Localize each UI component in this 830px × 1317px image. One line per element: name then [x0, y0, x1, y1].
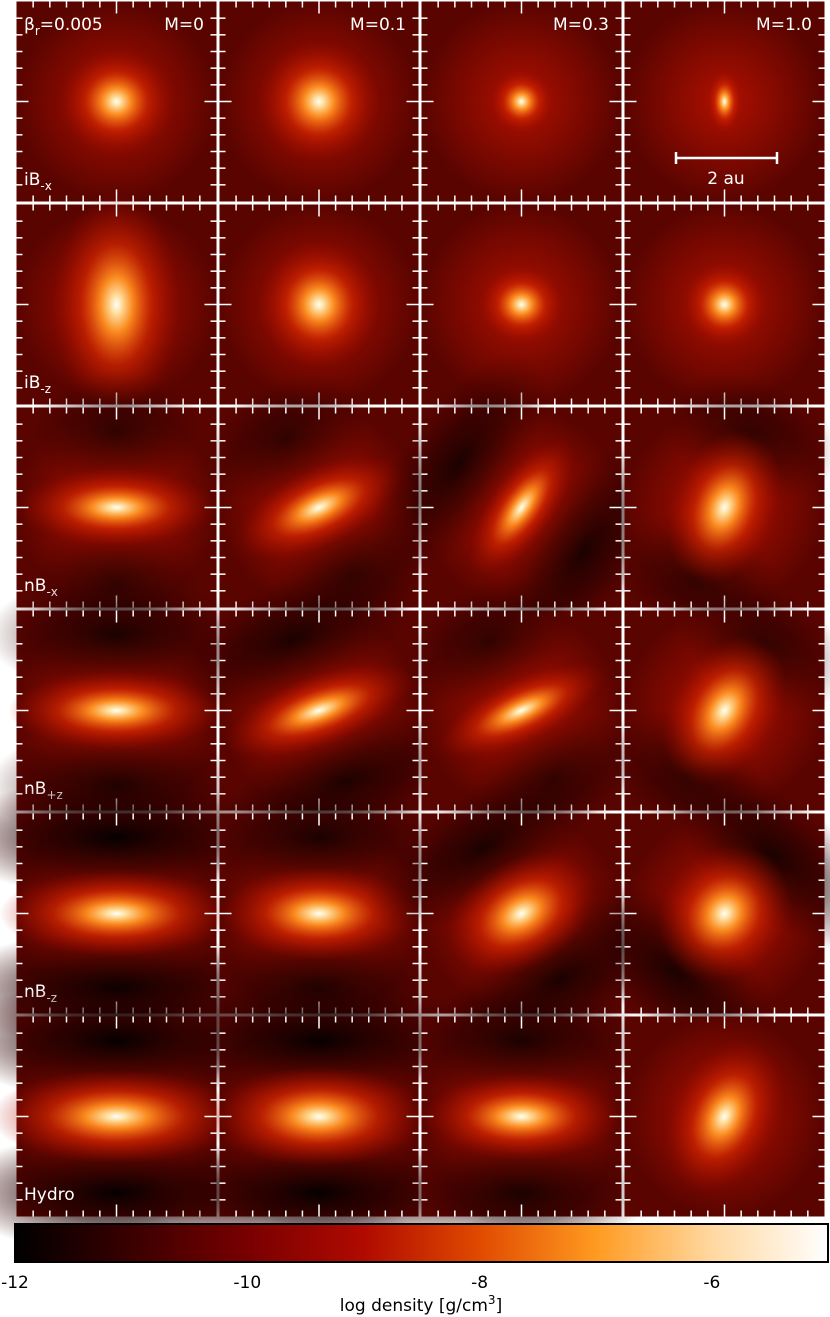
density-core: [422, 1073, 621, 1160]
density-core: [235, 455, 403, 560]
density-core: [0, 1069, 243, 1164]
density-core: [478, 264, 565, 345]
density-core: [0, 870, 234, 957]
row-sub: -x: [40, 179, 51, 193]
dark-lobe: [369, 351, 549, 576]
scale-label: 2 au: [707, 169, 744, 189]
panel: M=0.1: [219, 1, 419, 202]
density-core: [257, 40, 381, 163]
scale-bar: [674, 152, 779, 164]
colorbar-tick-label: -10: [233, 1273, 261, 1293]
panel: [624, 1016, 825, 1217]
density-core: [666, 429, 783, 586]
colorbar-tick-label: -6: [703, 1273, 720, 1293]
label-sup: 3: [488, 1293, 496, 1307]
density-core: [257, 239, 381, 370]
beta-label: βr=0.005: [24, 15, 103, 38]
density-core: [489, 69, 554, 134]
beta-value: =0.005: [40, 15, 103, 35]
colorbar-tick-label: -12: [1, 1273, 29, 1293]
row-name: Hydro: [24, 1185, 75, 1205]
panel: M=0: [16, 1, 217, 202]
column-label: M=0.1: [350, 15, 406, 35]
colorbar-label: log density [g/cm3]: [340, 1293, 502, 1316]
panel: [16, 192, 217, 417]
density-core: [446, 851, 597, 976]
panel: [149, 980, 489, 1253]
row-name: iB: [24, 373, 40, 393]
dark-lobe: [391, 1132, 652, 1253]
dark-lobe: [149, 980, 489, 1101]
dark-lobe: [391, 980, 652, 1101]
panel: [0, 980, 287, 1253]
label-end: ]: [496, 1296, 503, 1316]
label-main: log density [g/cm: [340, 1296, 488, 1316]
density-core: [17, 467, 216, 548]
row-label: Hydro: [24, 1185, 75, 1205]
colorbar: [14, 1223, 829, 1263]
density-core: [58, 47, 175, 156]
density-core: [51, 192, 182, 417]
row-sub: -z: [40, 382, 51, 396]
density-core: [662, 635, 787, 786]
density-core: [467, 438, 576, 577]
dark-lobe: [26, 371, 207, 492]
row-label: iB-x: [24, 170, 52, 193]
panel: M=0.3: [421, 1, 622, 202]
colorbar-tick-label: -8: [471, 1273, 488, 1293]
row-name: iB: [24, 170, 40, 190]
column-label: M=0: [164, 15, 204, 35]
dark-lobe: [366, 764, 601, 931]
panel: M=1.0: [624, 1, 825, 202]
density-core: [438, 662, 605, 759]
density-core: [657, 845, 792, 982]
density-core: [681, 261, 768, 348]
panel: [624, 204, 825, 405]
column-label: M=1.0: [756, 15, 812, 35]
density-core: [211, 1066, 427, 1167]
dark-lobe: [149, 1132, 489, 1253]
dark-lobe: [666, 759, 830, 951]
density-core: [664, 1039, 785, 1194]
density-core: [8, 670, 225, 751]
panel: [391, 980, 652, 1253]
column-label: M=0.3: [553, 15, 609, 35]
row-label: iB-z: [24, 373, 51, 396]
beta-symbol: β: [24, 15, 35, 35]
density-core: [706, 69, 743, 134]
density-core: [225, 662, 413, 759]
beta-sub: r: [35, 24, 40, 38]
